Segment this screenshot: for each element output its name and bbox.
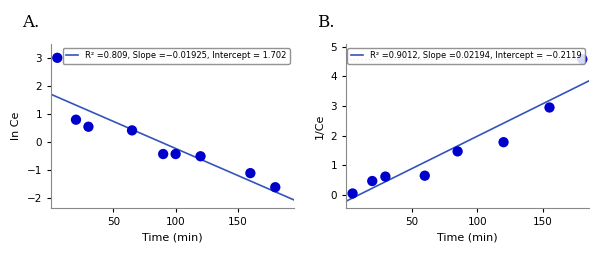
Legend: R² =0.9012, Slope =0.02194, Intercept = −0.2119: R² =0.9012, Slope =0.02194, Intercept = … [347,48,585,64]
Y-axis label: ln Ce: ln Ce [11,112,21,140]
Point [348,192,358,196]
Legend: R² =0.809, Slope =−0.01925, Intercept = 1.702: R² =0.809, Slope =−0.01925, Intercept = … [62,48,290,64]
Point [380,174,390,179]
Point [499,140,508,144]
Text: A.: A. [22,14,39,30]
Point [453,149,463,153]
Point [83,125,93,129]
Point [196,154,205,158]
Point [245,171,255,175]
X-axis label: Time (min): Time (min) [437,233,498,243]
Point [367,179,377,183]
X-axis label: Time (min): Time (min) [142,233,203,243]
Point [52,56,62,60]
Y-axis label: 1/Ce: 1/Ce [315,113,325,139]
Point [171,152,181,156]
Point [127,128,137,132]
Point [71,118,81,122]
Point [545,105,554,109]
Text: B.: B. [317,14,334,30]
Point [158,152,168,156]
Point [578,57,587,61]
Point [420,174,430,178]
Point [271,185,280,189]
